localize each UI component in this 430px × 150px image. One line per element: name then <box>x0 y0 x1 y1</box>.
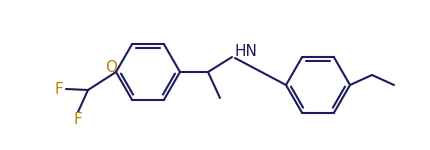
Text: F: F <box>74 111 83 126</box>
Text: O: O <box>105 60 117 75</box>
Text: HN: HN <box>234 45 257 60</box>
Text: F: F <box>55 81 63 96</box>
